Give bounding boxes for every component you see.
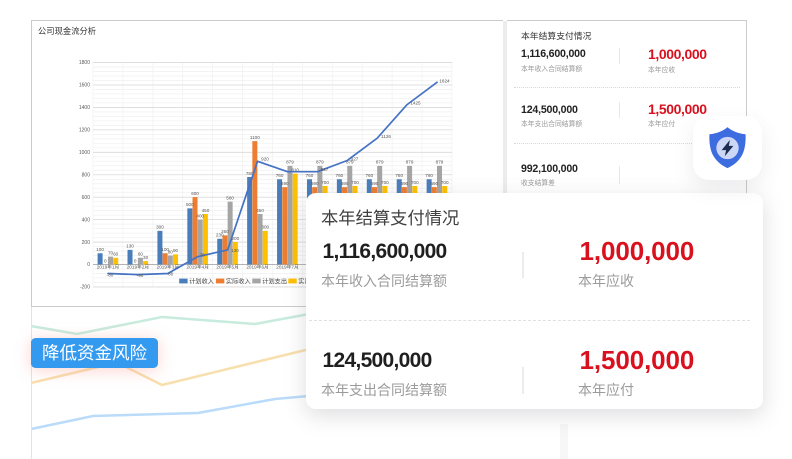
svg-text:90: 90 xyxy=(173,248,179,253)
svg-text:600: 600 xyxy=(191,191,199,196)
svg-text:780: 780 xyxy=(246,171,254,176)
svg-text:2019年3月: 2019年3月 xyxy=(157,264,179,271)
svg-text:700: 700 xyxy=(351,180,359,185)
svg-text:200: 200 xyxy=(82,240,91,246)
svg-text:-80: -80 xyxy=(167,272,174,277)
svg-text:800: 800 xyxy=(82,172,91,178)
svg-text:879: 879 xyxy=(436,160,444,165)
svg-text:2019年7月: 2019年7月 xyxy=(276,264,298,271)
svg-text:-90: -90 xyxy=(137,273,144,278)
svg-text:920: 920 xyxy=(261,157,269,162)
svg-text:600: 600 xyxy=(82,195,91,201)
svg-text:760: 760 xyxy=(336,173,344,178)
svg-text:300: 300 xyxy=(156,225,164,230)
svg-text:80: 80 xyxy=(168,249,174,254)
svg-text:1000: 1000 xyxy=(79,150,90,156)
svg-text:760: 760 xyxy=(365,173,373,178)
svg-text:879: 879 xyxy=(316,160,324,165)
svg-text:100: 100 xyxy=(161,247,169,252)
svg-text:690: 690 xyxy=(430,181,438,186)
svg-text:-80: -80 xyxy=(107,273,114,278)
svg-text:810: 810 xyxy=(291,167,299,172)
svg-text:70: 70 xyxy=(199,253,205,258)
svg-text:2019年5月: 2019年5月 xyxy=(216,264,238,271)
svg-text:700: 700 xyxy=(411,180,419,185)
svg-text:400: 400 xyxy=(196,213,204,218)
svg-text:700: 700 xyxy=(321,180,329,185)
svg-text:-200: -200 xyxy=(80,285,90,291)
svg-text:70: 70 xyxy=(108,250,114,255)
svg-text:450: 450 xyxy=(256,208,264,213)
svg-text:0: 0 xyxy=(134,259,137,264)
svg-text:879: 879 xyxy=(286,160,294,165)
svg-text:2019年4月: 2019年4月 xyxy=(187,264,209,271)
svg-text:1100: 1100 xyxy=(250,135,260,140)
svg-text:760: 760 xyxy=(276,173,284,178)
svg-text:690: 690 xyxy=(401,181,409,186)
svg-text:230: 230 xyxy=(216,232,224,237)
svg-text:300: 300 xyxy=(261,225,269,230)
svg-text:2019年1月: 2019年1月 xyxy=(97,264,119,271)
svg-text:130: 130 xyxy=(231,248,239,253)
svg-text:700: 700 xyxy=(381,180,389,185)
svg-text:690: 690 xyxy=(341,181,349,186)
svg-text:100: 100 xyxy=(96,247,104,252)
svg-text:计划收入: 计划收入 xyxy=(189,278,214,286)
svg-text:560: 560 xyxy=(226,195,234,200)
svg-text:1126: 1126 xyxy=(381,134,391,139)
svg-text:60: 60 xyxy=(138,252,144,257)
svg-text:130: 130 xyxy=(126,244,134,249)
svg-text:1600: 1600 xyxy=(79,83,90,89)
svg-text:30: 30 xyxy=(143,255,149,260)
svg-text:2019年6月: 2019年6月 xyxy=(246,264,268,271)
svg-text:690: 690 xyxy=(371,181,379,186)
svg-text:927: 927 xyxy=(351,157,359,162)
svg-text:1400: 1400 xyxy=(79,105,90,111)
svg-text:760: 760 xyxy=(425,173,433,178)
svg-text:60: 60 xyxy=(113,252,119,257)
svg-text:0: 0 xyxy=(104,259,107,264)
svg-text:400: 400 xyxy=(82,217,91,223)
svg-text:827: 827 xyxy=(321,167,329,172)
svg-text:计划支出: 计划支出 xyxy=(262,278,287,286)
svg-text:1425: 1425 xyxy=(410,101,421,106)
svg-text:1624: 1624 xyxy=(439,79,450,84)
svg-text:879: 879 xyxy=(406,160,414,165)
svg-text:2019年2月: 2019年2月 xyxy=(127,264,149,271)
svg-text:1200: 1200 xyxy=(79,128,90,134)
svg-text:879: 879 xyxy=(346,160,354,165)
svg-text:690: 690 xyxy=(311,181,319,186)
svg-text:760: 760 xyxy=(395,173,403,178)
svg-text:260: 260 xyxy=(221,229,229,234)
svg-text:760: 760 xyxy=(306,173,314,178)
svg-text:879: 879 xyxy=(376,160,384,165)
svg-text:500: 500 xyxy=(186,202,194,207)
svg-text:450: 450 xyxy=(202,208,210,213)
svg-text:实际收入: 实际收入 xyxy=(226,278,251,286)
svg-text:200: 200 xyxy=(232,236,240,241)
svg-text:1800: 1800 xyxy=(79,60,90,66)
svg-text:700: 700 xyxy=(441,180,449,185)
svg-text:690: 690 xyxy=(281,181,289,186)
svg-text:0: 0 xyxy=(87,262,90,268)
